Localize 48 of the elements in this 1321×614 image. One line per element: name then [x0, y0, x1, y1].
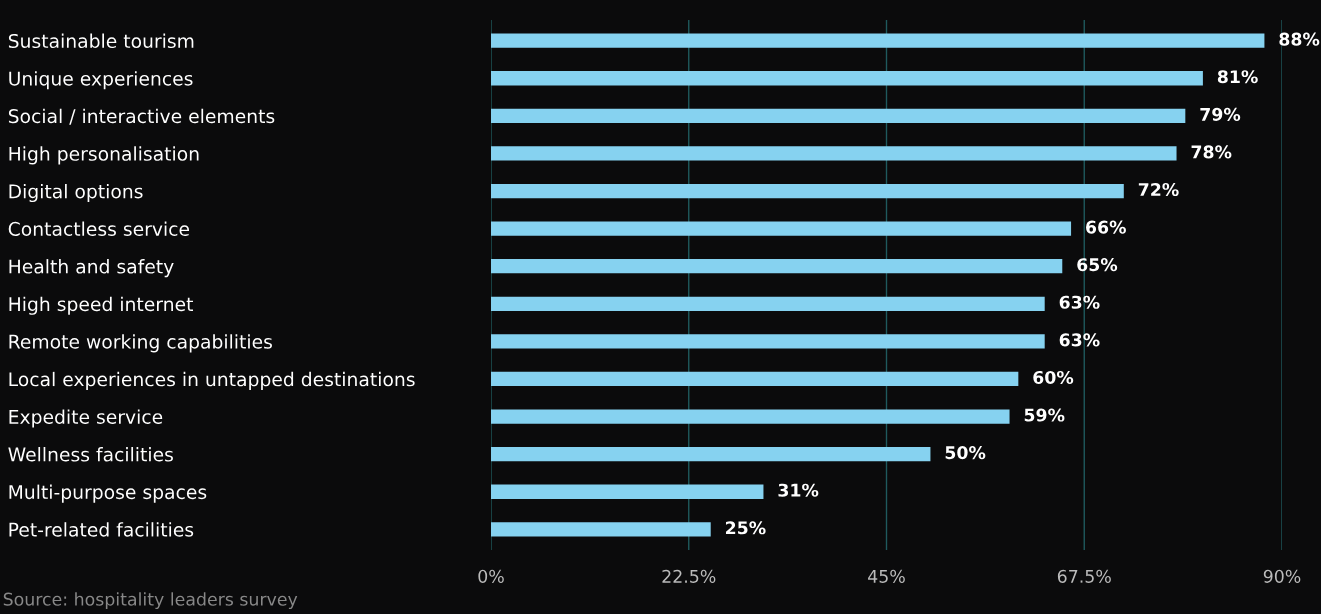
y-tick-label: Expedite service: [9, 409, 163, 428]
bar: [491, 71, 1203, 86]
data-label: 66%: [1086, 220, 1126, 234]
bar: [491, 409, 1010, 424]
x-tick-label: 67.5%: [1057, 569, 1111, 583]
x-tick-label: 0%: [478, 569, 504, 583]
bar: [491, 146, 1177, 161]
y-tick-label: Sustainable tourism: [8, 33, 194, 49]
y-tick-label: Contactless service: [8, 221, 190, 237]
data-label: 79%: [1200, 107, 1241, 121]
data-label: 88%: [1279, 32, 1320, 46]
data-label: 31%: [778, 483, 819, 497]
bar: [491, 447, 931, 462]
bar: [491, 334, 1045, 349]
data-label: 59%: [1024, 408, 1065, 422]
bar: [491, 371, 1019, 387]
data-label: 65%: [1077, 258, 1118, 272]
y-tick-label: Unique experiences: [9, 71, 193, 90]
y-tick-label: Local experiences in untapped destinations: [9, 371, 415, 390]
bar: [491, 33, 1265, 48]
x-tick-label: 22.5%: [662, 569, 716, 583]
y-tick-label: Remote working capabilities: [9, 334, 272, 353]
y-tick-label: High personalisation: [9, 146, 199, 165]
data-label: 60%: [1033, 370, 1074, 385]
y-tick-label: Health and safety: [9, 259, 174, 278]
bar: [491, 108, 1186, 123]
data-label: 63%: [1059, 295, 1100, 309]
y-tick-label: Pet-related facilities: [9, 522, 194, 537]
data-label: 50%: [945, 446, 986, 460]
data-label: 63%: [1059, 333, 1100, 347]
bar: [491, 183, 1124, 199]
x-tick-label: 45%: [868, 569, 905, 583]
y-tick-label: Social / interactive elements: [8, 108, 275, 125]
x-tick-label: 90%: [1263, 569, 1301, 583]
bar: [491, 484, 764, 499]
bar: [491, 221, 1072, 236]
data-label: 72%: [1138, 182, 1179, 197]
y-tick-label: Digital options: [9, 183, 143, 203]
y-tick-label: Wellness facilities: [8, 447, 173, 462]
data-label: 78%: [1191, 145, 1232, 159]
data-label: 25%: [725, 521, 766, 535]
y-tick-label: High speed internet: [9, 296, 194, 315]
y-tick-label: Multi-purpose spaces: [9, 484, 207, 503]
bar: [491, 296, 1045, 311]
source-note: Source: hospitality leaders survey: [3, 592, 298, 610]
data-label: 81%: [1217, 70, 1258, 84]
bar: [491, 522, 711, 537]
bar: [491, 259, 1063, 274]
